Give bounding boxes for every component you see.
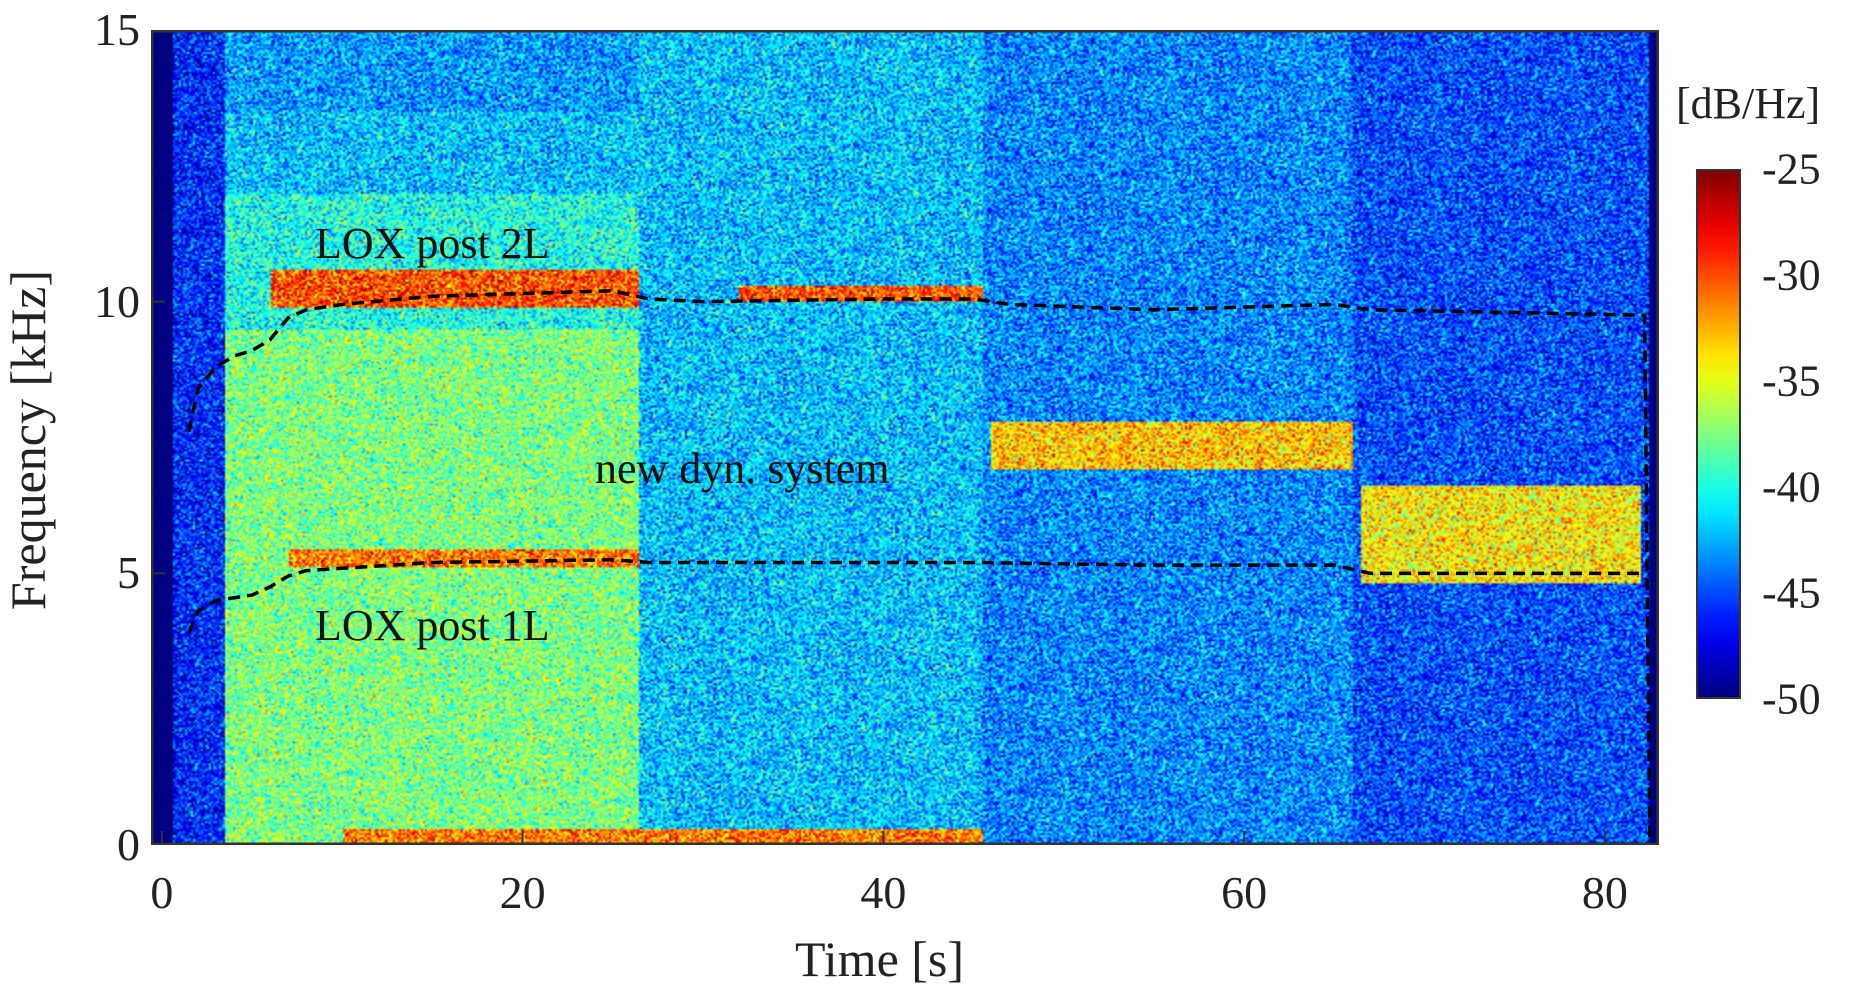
colorbar-tick-label: -50 <box>1762 674 1821 724</box>
plot-overlay <box>151 30 1659 845</box>
x-tick-label: 80 <box>1581 867 1628 918</box>
spectrogram-heatmap <box>151 30 1659 845</box>
plot-frame <box>151 30 1659 845</box>
x-tick-label: 40 <box>860 867 907 918</box>
y-tick-label: 5 <box>117 547 140 599</box>
colorbar <box>1696 169 1741 699</box>
colorbar-tick-label: -45 <box>1762 568 1821 618</box>
y-tick-label: 15 <box>94 4 140 55</box>
colorbar-tick-label: -30 <box>1762 250 1821 300</box>
dashed-line-lox-post-2l <box>187 289 1652 845</box>
colorbar-label: [dB/Hz] <box>1676 79 1821 128</box>
colorbar-tick-label: -35 <box>1762 356 1821 406</box>
y-tick-label: 0 <box>117 819 140 870</box>
x-axis-label: Time [s] <box>795 931 965 987</box>
colorbar-tick-label: -40 <box>1762 462 1821 512</box>
annotation-lox-post-1l: LOX post 1L <box>315 601 550 650</box>
y-axis-label: Frequency [kHz] <box>0 269 56 611</box>
dashed-line-lox-post-1l <box>187 557 1645 634</box>
colorbar-tick-label: -25 <box>1762 144 1821 194</box>
annotation-lox-post-2l: LOX post 2L <box>315 219 550 268</box>
spectrogram-plot-area <box>151 30 1659 845</box>
x-tick-label: 60 <box>1221 867 1268 918</box>
y-tick-label: 10 <box>94 275 140 327</box>
annotation-new-dyn-system: new dyn. system <box>595 444 890 493</box>
x-tick-label: 20 <box>499 867 546 918</box>
x-tick-label: 0 <box>150 867 174 918</box>
